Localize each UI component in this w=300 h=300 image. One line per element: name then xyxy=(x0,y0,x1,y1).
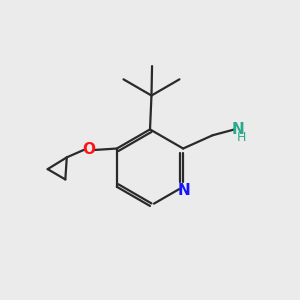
Text: N: N xyxy=(231,122,244,137)
Text: O: O xyxy=(82,142,95,157)
Text: H: H xyxy=(236,131,246,144)
Text: N: N xyxy=(177,183,190,198)
